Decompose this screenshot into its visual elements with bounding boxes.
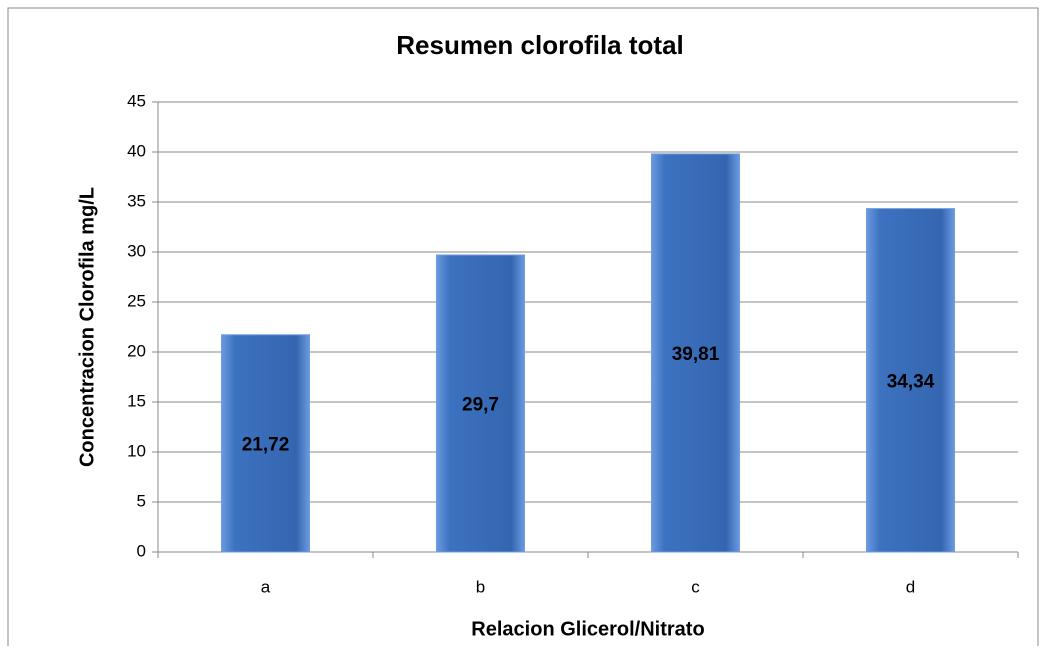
bar — [866, 208, 955, 553]
y-tick-label: 30 — [127, 241, 146, 260]
data-label: 34,34 — [887, 371, 935, 392]
data-label: 29,7 — [462, 395, 499, 416]
y-tick-label: 45 — [127, 91, 146, 110]
data-label: 21,72 — [242, 434, 290, 455]
data-label: 39,81 — [672, 344, 720, 365]
x-tick-label: b — [476, 577, 485, 596]
y-tick-label: 10 — [127, 441, 146, 460]
y-tick-label: 40 — [127, 141, 146, 160]
y-tick-label: 15 — [127, 391, 146, 410]
chart-title: Resumen clorofila total — [396, 30, 684, 60]
y-tick-label: 20 — [127, 341, 146, 360]
bar — [436, 254, 525, 553]
x-tick-label: d — [906, 577, 915, 596]
x-tick-label: c — [691, 577, 700, 596]
y-tick-label: 25 — [127, 291, 146, 310]
y-axis-label: Concentracion Clorofila mg/L — [76, 187, 98, 467]
x-axis-label: Relacion Glicerol/Nitrato — [471, 618, 704, 640]
bar — [221, 334, 310, 553]
y-tick-label: 0 — [137, 541, 146, 560]
bar — [651, 153, 740, 553]
y-tick-label: 35 — [127, 191, 146, 210]
x-tick-label: a — [261, 577, 271, 596]
y-tick-label: 5 — [137, 491, 146, 510]
